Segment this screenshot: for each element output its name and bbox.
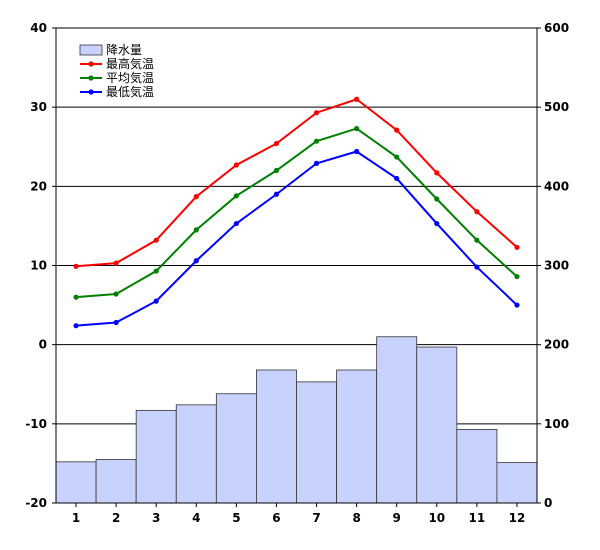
series-point	[434, 220, 440, 227]
x-tick-label: 7	[312, 511, 320, 525]
series-point	[313, 160, 320, 166]
series-point	[193, 258, 199, 264]
legend-swatch-precipitation	[79, 44, 103, 56]
precipitation-bar	[456, 428, 498, 504]
right-tick-label: 500	[544, 100, 569, 114]
legend-label: 最高気温	[106, 56, 154, 71]
series-point	[394, 175, 400, 182]
series-point	[434, 170, 440, 176]
series-point	[73, 263, 79, 269]
series-point	[273, 167, 280, 174]
series-point	[313, 138, 320, 144]
precipitation-bar	[416, 346, 458, 504]
left-tick-label: -20	[25, 496, 47, 510]
legend-label: 平均気温	[106, 70, 154, 85]
left-tick-label: 40	[30, 21, 47, 35]
series-point	[233, 220, 239, 227]
right-tick-label: 100	[544, 417, 569, 431]
legend-label: 最低気温	[106, 84, 154, 99]
precipitation-bar	[496, 462, 538, 504]
legend-swatch-point	[88, 75, 94, 81]
series-point	[354, 96, 360, 102]
series-point	[273, 140, 280, 147]
series-point	[153, 268, 159, 274]
series-point	[153, 298, 159, 304]
precipitation-bar	[55, 461, 97, 504]
series-line	[75, 150, 518, 327]
series-point	[73, 294, 79, 300]
legend-label: 降水量	[106, 43, 142, 57]
precipitation-bars	[55, 336, 538, 504]
series-point	[394, 127, 400, 133]
x-tick-label: 1	[72, 511, 80, 525]
legend-swatch-point	[88, 89, 94, 95]
precipitation-bar	[296, 381, 337, 504]
right-tick-label: 400	[544, 179, 569, 193]
precipitation-bar	[175, 404, 217, 504]
x-tick-label: 11	[469, 511, 486, 525]
left-tick-label: -10	[25, 417, 47, 431]
x-tick-label: 9	[393, 511, 401, 525]
x-tick-label: 2	[112, 511, 120, 525]
series-point	[514, 302, 520, 308]
precipitation-bar	[95, 459, 137, 504]
x-tick-label: 5	[232, 511, 240, 525]
legend-swatch-point	[88, 61, 94, 67]
x-tick-label: 12	[509, 511, 526, 525]
x-tick-label: 10	[428, 511, 445, 525]
series-point	[153, 237, 159, 243]
axes	[52, 27, 541, 507]
series-point	[514, 273, 520, 280]
right-tick-label: 0	[544, 496, 552, 510]
series-point	[354, 148, 360, 155]
x-tick-label: 8	[352, 511, 360, 525]
precipitation-bar	[336, 369, 378, 504]
series-point	[113, 260, 119, 266]
series-point	[233, 193, 239, 199]
series-line	[75, 127, 518, 299]
series-point	[273, 191, 280, 197]
series-point	[394, 154, 400, 160]
series-point	[113, 291, 119, 297]
precipitation-bar	[376, 336, 418, 504]
series-point	[514, 244, 520, 250]
right-tick-label: 200	[544, 338, 569, 352]
right-tick-label: 300	[544, 259, 569, 273]
series-point	[354, 125, 360, 132]
x-tick-label: 4	[192, 511, 200, 525]
x-tick-label: 6	[272, 511, 280, 525]
series-point	[193, 227, 199, 233]
series-point	[434, 196, 440, 202]
series-point	[233, 162, 239, 168]
series-point	[474, 264, 480, 270]
series-point	[313, 110, 320, 116]
series-line	[75, 98, 518, 268]
precipitation-bar	[215, 393, 257, 504]
series-point	[474, 237, 480, 243]
x-tick-label: 3	[152, 511, 160, 525]
precipitation-bar	[135, 409, 177, 504]
precipitation-bar	[256, 369, 297, 504]
series-point	[73, 323, 79, 329]
left-tick-label: 20	[30, 179, 47, 193]
series-point	[193, 194, 199, 200]
left-tick-label: 30	[30, 100, 47, 114]
left-tick-label: 10	[30, 259, 47, 273]
left-tick-label: 0	[39, 338, 47, 352]
temperature-lines	[73, 96, 520, 329]
series-point	[474, 209, 480, 215]
series-point	[113, 319, 119, 326]
right-tick-label: 600	[544, 21, 569, 35]
